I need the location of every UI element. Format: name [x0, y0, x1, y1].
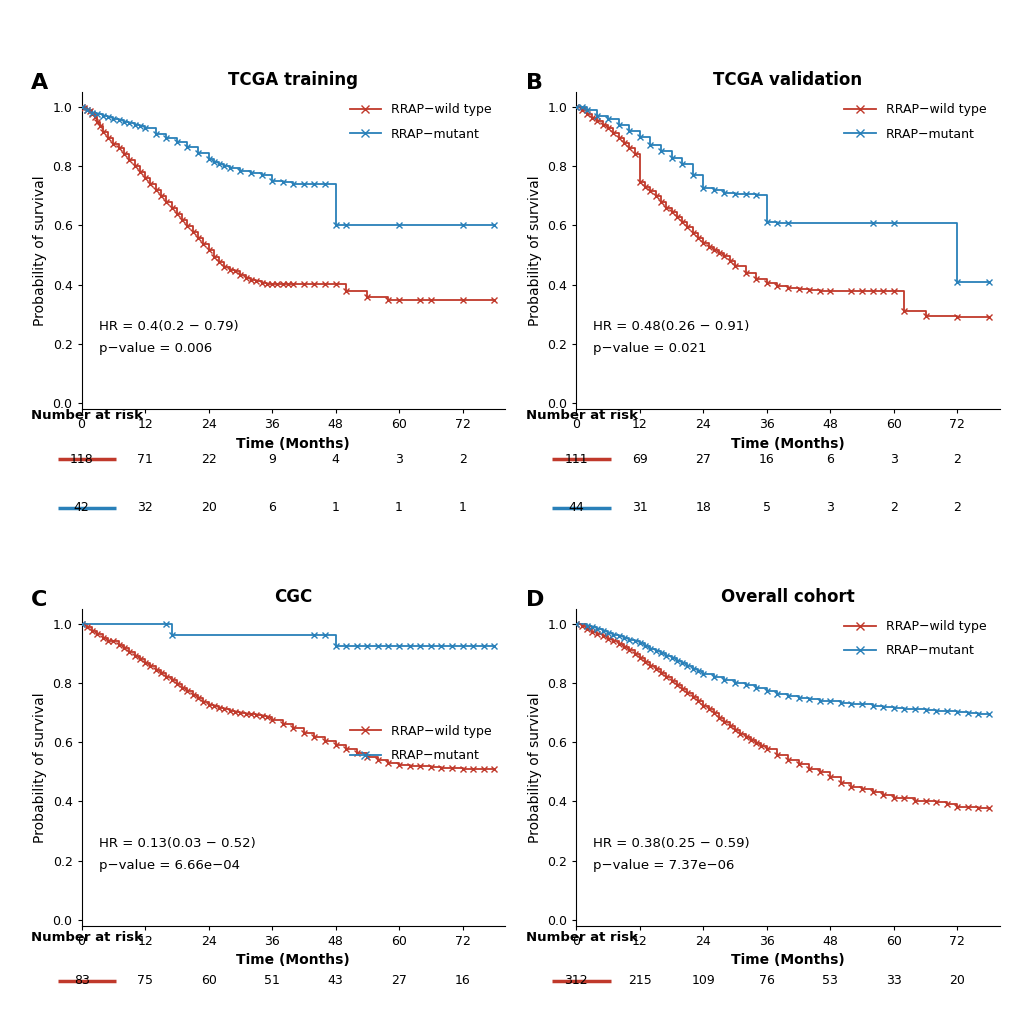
Text: 51: 51 — [264, 974, 280, 987]
Text: 71: 71 — [137, 452, 153, 465]
Text: 27: 27 — [390, 974, 407, 987]
Text: 4: 4 — [331, 452, 339, 465]
Title: TCGA validation: TCGA validation — [712, 72, 862, 89]
Title: Overall cohort: Overall cohort — [720, 588, 854, 606]
Text: 22: 22 — [201, 452, 216, 465]
X-axis label: Time (Months): Time (Months) — [236, 953, 350, 968]
Text: 83: 83 — [73, 974, 90, 987]
Legend: RRAP−wild type, RRAP−mutant: RRAP−wild type, RRAP−mutant — [344, 98, 496, 145]
Text: 43: 43 — [327, 974, 343, 987]
Text: 1: 1 — [331, 501, 339, 515]
Text: A: A — [31, 73, 48, 93]
Text: HR = 0.13(0.03 − 0.52)
p−value = 6.66e−04: HR = 0.13(0.03 − 0.52) p−value = 6.66e−0… — [99, 837, 255, 872]
Text: 75: 75 — [137, 974, 153, 987]
Text: 42: 42 — [73, 501, 90, 515]
Text: 20: 20 — [949, 974, 964, 987]
Text: HR = 0.4(0.2 − 0.79)
p−value = 0.006: HR = 0.4(0.2 − 0.79) p−value = 0.006 — [99, 320, 237, 355]
Text: 5: 5 — [762, 501, 770, 515]
Text: Number at risk: Number at risk — [31, 409, 143, 422]
Text: 215: 215 — [628, 974, 651, 987]
Text: Number at risk: Number at risk — [31, 931, 143, 944]
Text: 60: 60 — [201, 974, 216, 987]
Text: D: D — [525, 589, 543, 610]
Text: 2: 2 — [459, 452, 466, 465]
Text: 20: 20 — [201, 501, 216, 515]
Y-axis label: Probability of survival: Probability of survival — [527, 692, 541, 843]
Y-axis label: Probability of survival: Probability of survival — [527, 175, 541, 326]
Text: Number at risk: Number at risk — [525, 931, 637, 944]
Text: 6: 6 — [268, 501, 276, 515]
Text: 2: 2 — [953, 501, 960, 515]
Text: HR = 0.38(0.25 − 0.59)
p−value = 7.37e−06: HR = 0.38(0.25 − 0.59) p−value = 7.37e−0… — [593, 837, 749, 872]
Legend: RRAP−wild type, RRAP−mutant: RRAP−wild type, RRAP−mutant — [839, 615, 990, 662]
Title: CGC: CGC — [274, 588, 312, 606]
Text: 32: 32 — [138, 501, 153, 515]
Y-axis label: Probability of survival: Probability of survival — [33, 692, 47, 843]
Text: 44: 44 — [568, 501, 584, 515]
Legend: RRAP−wild type, RRAP−mutant: RRAP−wild type, RRAP−mutant — [839, 98, 990, 145]
Text: 53: 53 — [821, 974, 838, 987]
Title: TCGA training: TCGA training — [228, 72, 358, 89]
Y-axis label: Probability of survival: Probability of survival — [33, 175, 47, 326]
Text: 1: 1 — [459, 501, 466, 515]
Text: 18: 18 — [695, 501, 710, 515]
Text: 69: 69 — [632, 452, 647, 465]
Text: 6: 6 — [825, 452, 834, 465]
Text: 76: 76 — [758, 974, 774, 987]
X-axis label: Time (Months): Time (Months) — [236, 437, 350, 451]
Text: 109: 109 — [691, 974, 714, 987]
Text: Number at risk: Number at risk — [525, 409, 637, 422]
Text: 3: 3 — [825, 501, 834, 515]
Legend: RRAP−wild type, RRAP−mutant: RRAP−wild type, RRAP−mutant — [344, 720, 496, 767]
X-axis label: Time (Months): Time (Months) — [731, 437, 844, 451]
Text: 111: 111 — [564, 452, 588, 465]
Text: 31: 31 — [632, 501, 647, 515]
Text: 3: 3 — [889, 452, 897, 465]
Text: C: C — [31, 589, 47, 610]
Text: 2: 2 — [889, 501, 897, 515]
Text: 33: 33 — [886, 974, 901, 987]
Text: 16: 16 — [758, 452, 773, 465]
X-axis label: Time (Months): Time (Months) — [731, 953, 844, 968]
Text: B: B — [525, 73, 542, 93]
Text: HR = 0.48(0.26 − 0.91)
p−value = 0.021: HR = 0.48(0.26 − 0.91) p−value = 0.021 — [593, 320, 749, 355]
Text: 312: 312 — [564, 974, 588, 987]
Text: 1: 1 — [394, 501, 403, 515]
Text: 2: 2 — [953, 452, 960, 465]
Text: 3: 3 — [394, 452, 403, 465]
Text: 16: 16 — [454, 974, 470, 987]
Text: 9: 9 — [268, 452, 276, 465]
Text: 118: 118 — [69, 452, 94, 465]
Text: 27: 27 — [695, 452, 710, 465]
